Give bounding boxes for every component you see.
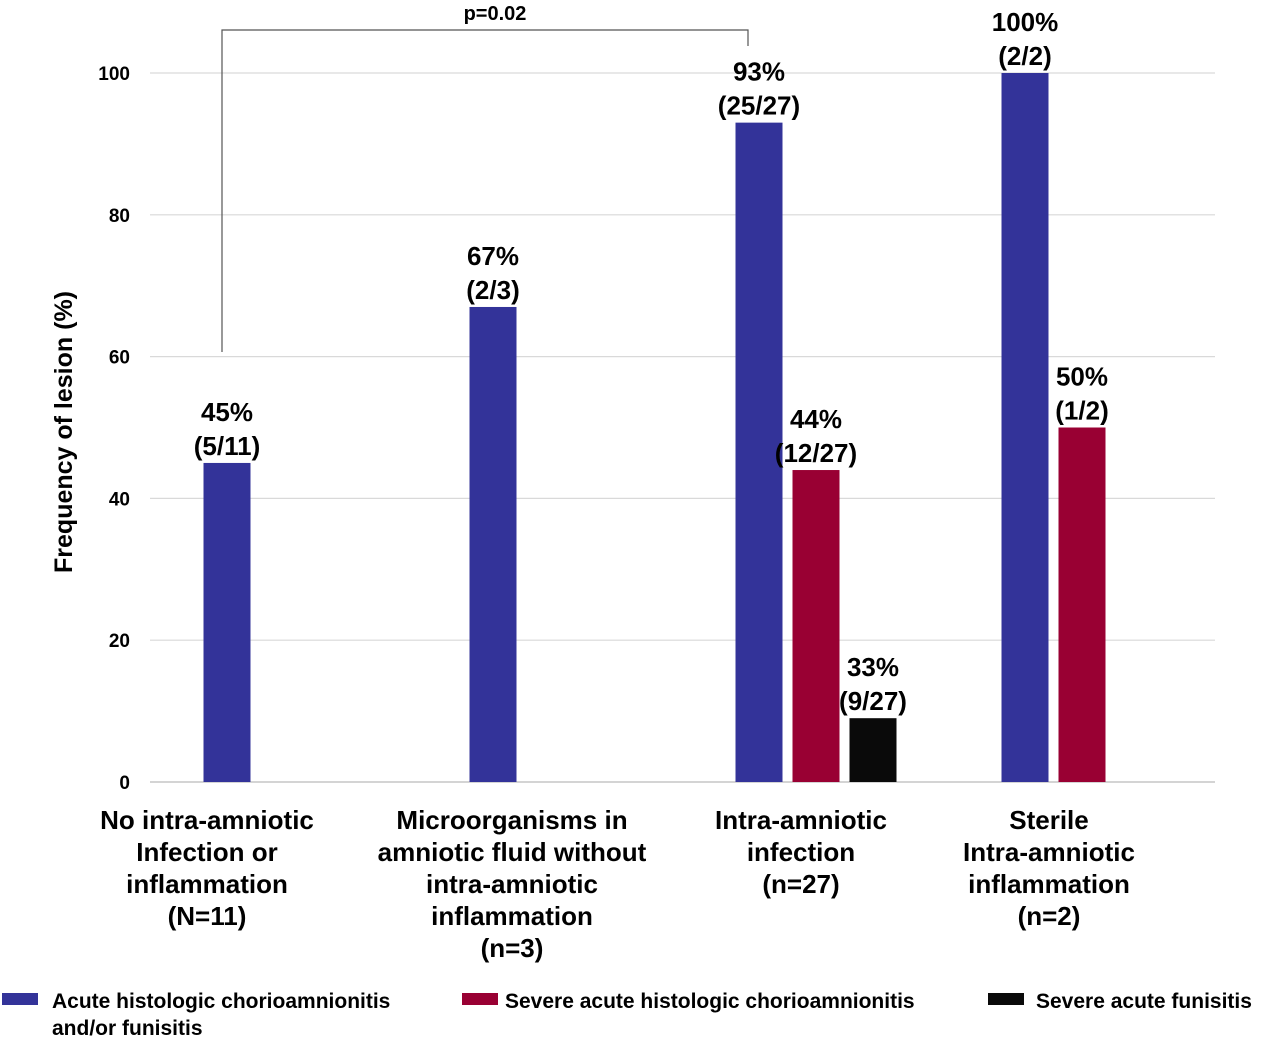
x-category-label: Microorganisms in bbox=[396, 805, 627, 835]
y-tick-label: 100 bbox=[98, 64, 130, 85]
x-category-label: (n=27) bbox=[762, 869, 839, 899]
data-label-percent: 50% bbox=[1056, 362, 1108, 392]
legend: Acute histologic chorioamnionitis and/or … bbox=[2, 990, 1252, 1038]
bars: 45% (5/11) 67% (2/3) 93% (25/27) 100% (2/2) 44% (… bbox=[194, 7, 1109, 782]
x-category-label: (N=11) bbox=[168, 901, 247, 931]
significance-bracket bbox=[221, 29, 749, 352]
data-label-fraction: (2/3) bbox=[466, 275, 519, 305]
gridlines bbox=[150, 72, 1215, 783]
y-tick-label: 0 bbox=[119, 773, 130, 794]
bar bbox=[735, 122, 783, 782]
data-label-fraction: (9/27) bbox=[839, 686, 907, 716]
legend-swatch bbox=[462, 993, 498, 1005]
legend-swatch bbox=[2, 993, 38, 1005]
legend-label: Acute histologic chorioamnionitis bbox=[52, 990, 390, 1013]
bar bbox=[849, 718, 897, 782]
y-axis-label: Frequency of lesion (%) bbox=[50, 291, 78, 573]
data-label-fraction: (25/27) bbox=[718, 91, 800, 121]
data-label-fraction: (12/27) bbox=[775, 438, 857, 468]
legend-swatch bbox=[988, 993, 1024, 1005]
data-label-percent: 93% bbox=[733, 57, 785, 87]
x-category-label: inflammation bbox=[968, 869, 1130, 899]
data-label-fraction: (5/11) bbox=[194, 431, 261, 461]
x-category-label: inflammation bbox=[126, 869, 288, 899]
bar bbox=[1001, 73, 1049, 782]
legend-label: Severe acute histologic chorioamnionitis bbox=[505, 990, 915, 1013]
x-category-label: intra-amniotic bbox=[426, 869, 598, 899]
data-label-percent: 44% bbox=[790, 404, 842, 434]
y-tick-label: 40 bbox=[109, 489, 130, 510]
legend-label: and/or funisitis bbox=[52, 1017, 203, 1038]
x-category-label: Infection or bbox=[136, 837, 278, 867]
y-tick-label: 60 bbox=[109, 348, 130, 369]
x-category-label: Intra-amniotic bbox=[715, 805, 887, 835]
data-label-percent: 45% bbox=[201, 397, 253, 427]
x-category-label: No intra-amniotic bbox=[100, 805, 314, 835]
data-label-fraction: (1/2) bbox=[1055, 396, 1108, 426]
data-label-percent: 33% bbox=[847, 652, 899, 682]
x-category-label: Sterile bbox=[1009, 805, 1089, 835]
data-label-percent: 67% bbox=[467, 241, 519, 271]
x-category-label: (n=2) bbox=[1018, 901, 1081, 931]
y-axis-ticks: 0 20 40 60 80 100 bbox=[98, 64, 130, 794]
x-category-label: infection bbox=[747, 837, 855, 867]
bar bbox=[1058, 427, 1106, 782]
significance-annotation: p=0.02 bbox=[221, 3, 749, 352]
p-value-label: p=0.02 bbox=[464, 3, 527, 25]
x-category-label: inflammation bbox=[431, 901, 593, 931]
bar bbox=[792, 470, 840, 782]
bar bbox=[469, 306, 517, 782]
data-label-fraction: (2/2) bbox=[998, 41, 1051, 71]
y-tick-label: 20 bbox=[109, 631, 130, 652]
x-category-label: (n=3) bbox=[481, 933, 544, 963]
data-label-percent: 100% bbox=[992, 7, 1059, 37]
legend-label: Severe acute funisitis bbox=[1036, 990, 1252, 1013]
y-tick-label: 80 bbox=[109, 206, 130, 227]
x-category-label: Intra-amniotic bbox=[963, 837, 1135, 867]
x-category-label: amniotic fluid without bbox=[378, 837, 647, 867]
bar bbox=[203, 462, 251, 782]
